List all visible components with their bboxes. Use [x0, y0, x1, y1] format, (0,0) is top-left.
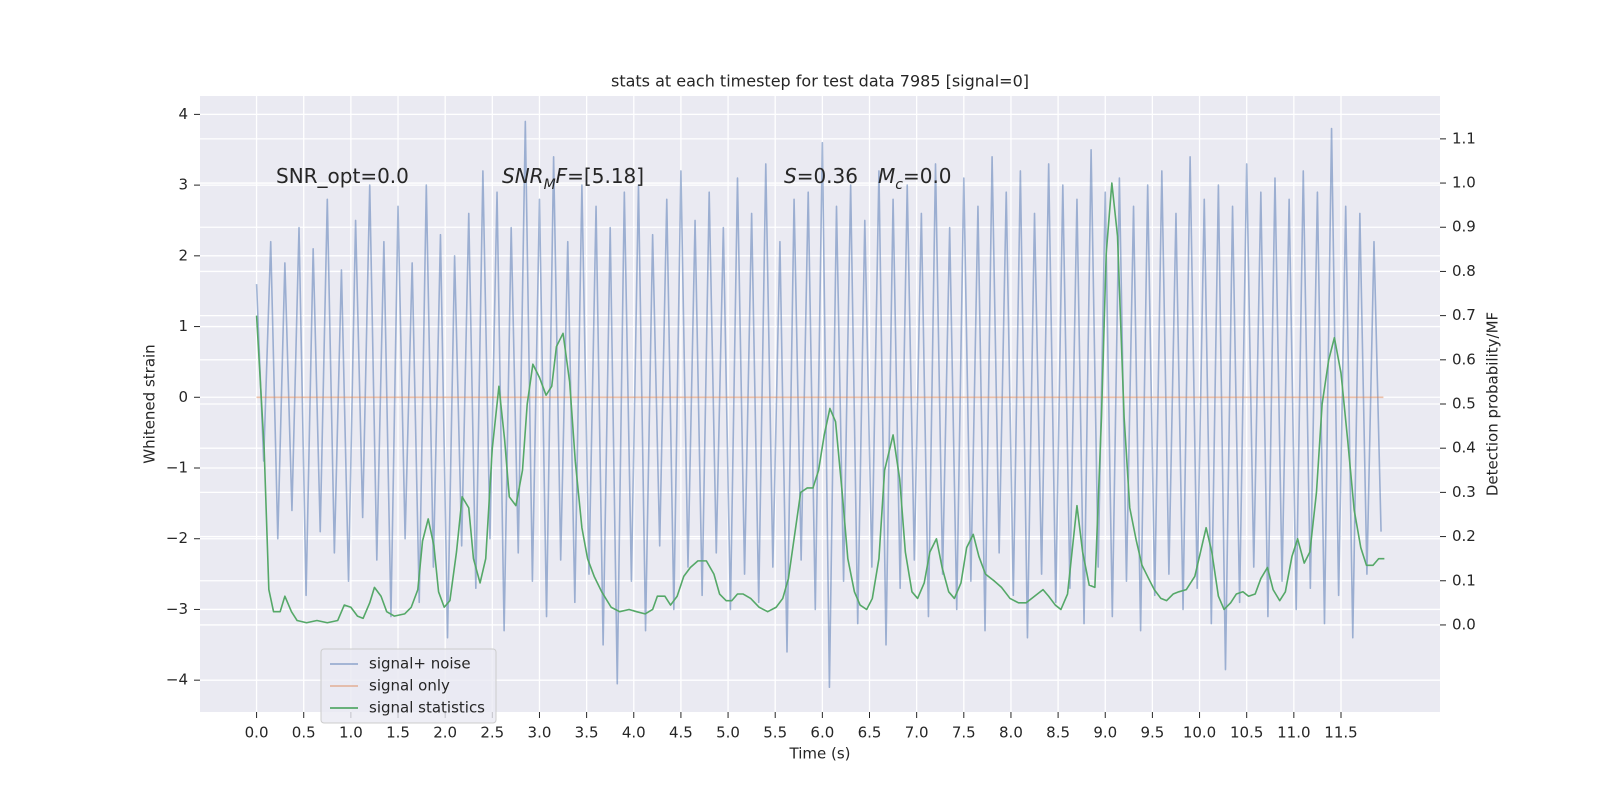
- x-tick-label: 2.0: [433, 724, 457, 742]
- y-tick-label: −2: [166, 529, 188, 547]
- y2-tick-label: 0.5: [1452, 395, 1476, 413]
- chart-title: stats at each timestep for test data 798…: [611, 72, 1029, 91]
- y-axis-label: Whitened strain: [141, 344, 159, 463]
- y-tick-label: 0: [178, 388, 188, 406]
- x-tick-label: 1.0: [339, 724, 363, 742]
- annotation-part: c: [895, 177, 903, 193]
- y-tick-label: −3: [166, 600, 188, 618]
- series-line: [255, 182, 1385, 624]
- y2-tick-label: 0.0: [1452, 615, 1476, 633]
- x-tick-label: 0.5: [292, 724, 316, 742]
- annotation-part: F: [556, 164, 568, 188]
- legend: signal+ noise signal only signal statistic…: [320, 648, 497, 724]
- y2-tick-label: 0.3: [1452, 483, 1476, 501]
- annotation: SNRMF=[5.18]: [502, 164, 644, 194]
- y2-tick-label: 0.6: [1452, 350, 1476, 368]
- x-tick-label: 9.5: [1140, 724, 1164, 742]
- x-tick-label: 11.5: [1324, 724, 1357, 742]
- annotation: Mc=0.0: [878, 164, 952, 194]
- legend-box: [320, 648, 497, 724]
- annotation-part: M: [544, 177, 556, 193]
- y2-tick-label: 0.8: [1452, 262, 1476, 280]
- x-tick-label: 0.0: [245, 724, 269, 742]
- x-tick-label: 7.0: [905, 724, 929, 742]
- x-tick-label: 4.5: [669, 724, 693, 742]
- annotation-part: SNR_opt=0.0: [276, 164, 409, 188]
- x-tick-label: 10.0: [1183, 724, 1216, 742]
- x-tick-label: 9.0: [1093, 724, 1117, 742]
- y2-axis-label: Detection probability/MF: [1484, 312, 1502, 496]
- annotation-part: S: [784, 164, 797, 188]
- annotations: SNR_opt=0.0 SNRMF=[5.18] S=0.36 Mc=0.0: [276, 164, 952, 194]
- marks: [255, 120, 1385, 689]
- y-tick-label: 2: [178, 246, 188, 264]
- annotation-part: M: [878, 164, 895, 188]
- y2-tick-label: 0.2: [1452, 527, 1476, 545]
- y-tick-label: 3: [178, 176, 188, 194]
- series-line: [255, 120, 1382, 689]
- legend-label: signal+ noise: [369, 655, 471, 673]
- x-tick-label: 2.5: [480, 724, 504, 742]
- x-tick-label: 7.5: [952, 724, 976, 742]
- x-tick-label: 3.5: [575, 724, 599, 742]
- legend-label: signal statistics: [369, 699, 485, 717]
- x-tick-label: 8.0: [999, 724, 1023, 742]
- y-tick-label: −1: [166, 459, 188, 477]
- x-tick-label: 1.5: [386, 724, 410, 742]
- annotation-part: =0.36: [797, 164, 858, 188]
- y2-tick-label: 0.9: [1452, 218, 1476, 236]
- y2-tick-label: 0.7: [1452, 306, 1476, 324]
- y-tick-label: 4: [178, 105, 188, 123]
- y2-tick-label: 0.4: [1452, 439, 1476, 457]
- annotation: SNR_opt=0.0: [276, 164, 409, 188]
- x-tick-label: 4.0: [622, 724, 646, 742]
- y-tick-label: 1: [178, 317, 188, 335]
- annotation-part: SNR: [502, 164, 544, 188]
- x-tick-label: 10.5: [1230, 724, 1263, 742]
- x-tick-label: 6.0: [810, 724, 834, 742]
- x-tick-label: 11.0: [1277, 724, 1310, 742]
- annotation-part: =[5.18]: [567, 164, 644, 188]
- y2-tick-label: 1.0: [1452, 174, 1476, 192]
- annotation: S=0.36: [784, 164, 858, 188]
- legend-label: signal only: [369, 677, 450, 695]
- y2-tick-label: 1.1: [1452, 129, 1476, 147]
- y2-tick-label: 0.1: [1452, 571, 1476, 589]
- x-tick-label: 5.0: [716, 724, 740, 742]
- x-tick-label: 3.0: [528, 724, 552, 742]
- annotation-part: =0.0: [903, 164, 952, 188]
- y-tick-label: −4: [166, 671, 188, 689]
- x-axis-label: Time (s): [789, 745, 851, 763]
- x-tick-label: 8.5: [1046, 724, 1070, 742]
- x-tick-label: 5.5: [763, 724, 787, 742]
- x-tick-label: 6.5: [858, 724, 882, 742]
